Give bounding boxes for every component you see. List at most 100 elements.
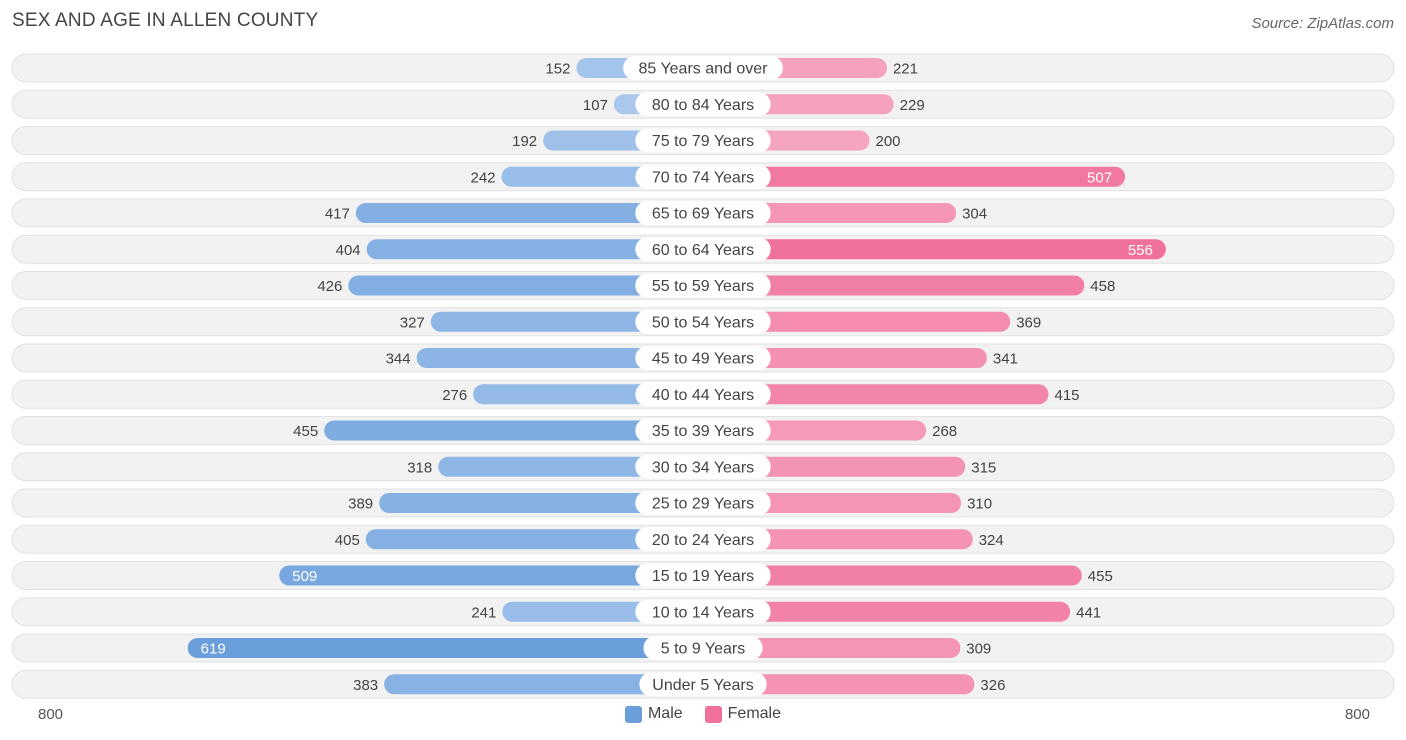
value-label-male: 383 — [353, 677, 378, 694]
bar-male — [348, 275, 703, 296]
category-pill — [635, 418, 771, 443]
axis-max-left: 800 — [38, 706, 64, 723]
bar-male — [355, 203, 703, 223]
value-label-male: 455 — [293, 423, 318, 440]
category-pill — [643, 636, 763, 660]
value-label-male: 241 — [471, 604, 496, 621]
category-pill — [635, 273, 771, 298]
bar-male — [365, 529, 703, 550]
value-label-male: 344 — [386, 351, 411, 368]
legend-item-male[interactable]: Male — [624, 705, 683, 723]
category-pill — [635, 346, 771, 370]
legend-swatch-male — [624, 705, 642, 723]
bar-female — [703, 166, 1126, 187]
chart-title: SEX AND AGE IN ALLEN COUNTY — [12, 10, 319, 31]
value-label-female: 507 — [1087, 169, 1112, 186]
value-label-male: 404 — [336, 242, 361, 259]
category-label: 85 Years and over — [639, 61, 769, 78]
bar-male — [430, 311, 703, 332]
value-label-female: 326 — [980, 677, 1005, 694]
value-label-male: 417 — [325, 206, 350, 223]
category-label: 25 to 29 Years — [652, 496, 754, 513]
bar-male — [366, 239, 703, 260]
value-label-male: 509 — [292, 568, 317, 585]
bar-female — [703, 674, 975, 695]
category-label: 5 to 9 Years — [661, 641, 746, 658]
value-label-male: 327 — [400, 314, 425, 331]
bar-male — [416, 348, 703, 368]
bar-male — [379, 493, 703, 513]
bar-female — [703, 275, 1085, 296]
value-label-male: 152 — [545, 61, 570, 78]
category-label: 45 to 49 Years — [652, 351, 754, 368]
value-label-female: 229 — [900, 97, 925, 114]
bar-female — [703, 239, 1166, 260]
legend: Male Female — [0, 705, 1406, 723]
category-label: 55 to 59 Years — [652, 278, 754, 295]
category-label: 20 to 24 Years — [652, 532, 754, 549]
value-label-female: 324 — [979, 532, 1004, 549]
category-pill — [635, 237, 771, 262]
category-pill — [635, 164, 771, 189]
value-label-female: 556 — [1128, 242, 1153, 259]
category-pill — [635, 201, 771, 225]
bar-male — [187, 638, 703, 658]
category-label: 50 to 54 Years — [652, 314, 754, 331]
bar-female — [703, 529, 973, 550]
value-label-female: 268 — [932, 423, 957, 440]
legend-label-male: Male — [647, 705, 683, 722]
value-label-female: 309 — [966, 641, 991, 658]
legend-label-female: Female — [727, 705, 782, 722]
category-pill — [635, 527, 771, 552]
value-label-female: 458 — [1090, 278, 1115, 295]
bar-female — [703, 384, 1049, 405]
bar-female — [703, 638, 961, 658]
category-pill — [635, 599, 771, 624]
category-label: 10 to 14 Years — [652, 604, 754, 621]
category-label: 30 to 34 Years — [652, 459, 754, 476]
category-label: 35 to 39 Years — [652, 423, 754, 440]
value-label-male: 192 — [512, 133, 537, 150]
value-label-female: 369 — [1016, 314, 1041, 331]
legend-swatch-female — [704, 705, 722, 723]
category-pill — [635, 309, 771, 334]
category-pill — [635, 382, 771, 407]
value-label-female: 310 — [967, 496, 992, 513]
value-label-male: 107 — [583, 97, 608, 114]
axis-max-right: 800 — [1344, 706, 1370, 723]
category-pill — [635, 491, 771, 515]
value-label-male: 242 — [471, 169, 496, 186]
value-label-male: 389 — [348, 496, 373, 513]
category-pill — [635, 92, 771, 117]
category-label: Under 5 Years — [652, 677, 753, 694]
bar-female — [703, 601, 1071, 622]
category-label: 75 to 79 Years — [652, 133, 754, 150]
source-label: Source: ZipAtlas.com — [1251, 15, 1394, 32]
value-label-male: 426 — [317, 278, 342, 295]
category-label: 40 to 44 Years — [652, 387, 754, 404]
category-pill — [635, 454, 771, 479]
category-label: 80 to 84 Years — [652, 97, 754, 114]
category-pill — [635, 563, 771, 588]
bar-female — [703, 565, 1082, 586]
legend-item-female[interactable]: Female — [704, 705, 782, 723]
value-label-male: 276 — [442, 387, 467, 404]
bar-male — [324, 420, 703, 441]
category-pill — [623, 56, 783, 80]
value-label-female: 455 — [1088, 568, 1113, 585]
value-label-female: 221 — [893, 61, 918, 78]
bar-female — [703, 348, 987, 368]
bar-male — [384, 674, 703, 695]
value-label-female: 200 — [876, 133, 901, 150]
value-label-male: 318 — [407, 459, 432, 476]
category-label: 70 to 74 Years — [652, 169, 754, 186]
value-label-female: 304 — [962, 206, 987, 223]
value-label-female: 441 — [1076, 604, 1101, 621]
category-label: 65 to 69 Years — [652, 206, 754, 223]
value-label-female: 341 — [993, 351, 1018, 368]
value-label-male: 405 — [335, 532, 360, 549]
value-label-female: 415 — [1054, 387, 1079, 404]
value-label-female: 315 — [971, 459, 996, 476]
category-pill — [635, 128, 771, 153]
